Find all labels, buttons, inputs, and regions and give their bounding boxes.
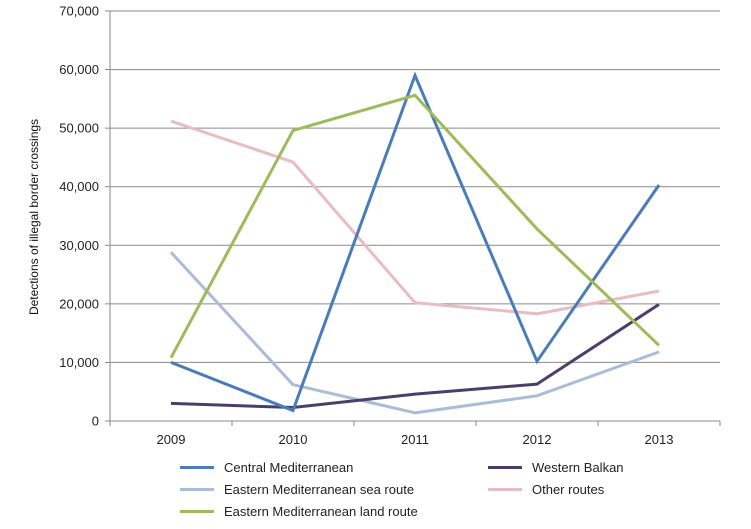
legend-item-central-mediterranean: Central Mediterranean: [180, 458, 488, 477]
x-tick-label: 2010: [279, 432, 308, 447]
x-tick-label: 2009: [157, 432, 186, 447]
legend-item-western-balkan: Western Balkan: [488, 458, 650, 477]
legend-label: Eastern Mediterranean sea route: [224, 482, 415, 497]
y-tick-label: 20,000: [59, 296, 99, 311]
y-tick-label: 50,000: [59, 121, 99, 136]
legend: Central Mediterranean Western Balkan Eas…: [180, 458, 650, 521]
y-tick-label: 10,000: [59, 355, 99, 370]
line-chart: 0 10,000 20,000 30,000 40,000 50,000 60,000 70,…: [27, 4, 721, 447]
legend-item-eastern-mediterranean-land-route: Eastern Mediterranean land route: [180, 502, 488, 521]
axes: [105, 10, 721, 426]
legend-swatch: [488, 488, 522, 491]
y-tick-label: 30,000: [59, 238, 99, 253]
x-tick-label: 2013: [645, 432, 674, 447]
legend-swatch: [180, 466, 214, 469]
legend-swatch: [180, 488, 214, 491]
legend-item-other-routes: Other routes: [488, 480, 650, 499]
x-tick-labels: 2009 2010 2011 2012 2013: [157, 432, 674, 447]
legend-swatch: [488, 466, 522, 469]
y-tick-label: 60,000: [59, 62, 99, 77]
y-tick-labels: 0 10,000 20,000 30,000 40,000 50,000 60,000 70,…: [59, 4, 99, 429]
x-tick-label: 2011: [401, 432, 429, 447]
legend-swatch: [180, 510, 214, 513]
series-line-western-balkan: [170, 303, 660, 410]
series-lines: [169, 71, 661, 415]
legend-label: Eastern Mediterranean land route: [224, 504, 418, 519]
series-line-eastern-mediterranean-sea-route: [169, 251, 660, 415]
gridlines: [110, 10, 720, 363]
y-axis-label: Detections of illegal border crossings: [27, 119, 41, 315]
x-tick-label: 2012: [523, 432, 552, 447]
y-tick-label: 70,000: [59, 4, 99, 19]
legend-label: Other routes: [532, 482, 605, 497]
series-line-eastern-mediterranean-land-route: [169, 93, 661, 359]
legend-label: Central Mediterranean: [224, 460, 354, 475]
y-tick-label: 40,000: [59, 179, 99, 194]
y-tick-label: 0: [92, 414, 99, 429]
series-line-other-routes: [170, 119, 660, 316]
legend-label: Western Balkan: [532, 460, 624, 475]
legend-item-eastern-mediterranean-sea-route: Eastern Mediterranean sea route: [180, 480, 488, 499]
series-line-central-mediterranean: [170, 71, 661, 413]
